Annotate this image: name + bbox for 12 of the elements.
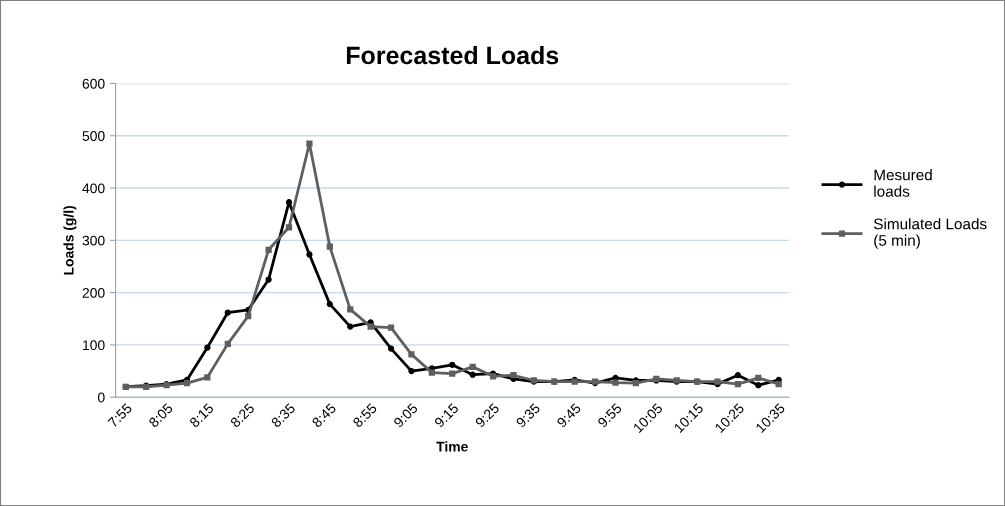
y-axis-title: Loads (g/l) (63, 205, 77, 275)
y-tick-label: 500 (82, 131, 105, 141)
y-tick-label: 300 (82, 235, 105, 246)
y-tick-label: 200 (82, 287, 105, 298)
legend-label: Mesured loads (874, 169, 932, 197)
y-tick-label: 0 (97, 392, 105, 403)
y-tick-label: 400 (82, 183, 105, 194)
chart-title: Forecasted Loads (346, 45, 559, 65)
legend-label: Simulated Loads (5 min) (873, 218, 987, 249)
x-axis-title: Time (436, 441, 468, 452)
y-tick-label: 100 (83, 340, 105, 351)
y-tick-label: 600 (82, 78, 105, 89)
